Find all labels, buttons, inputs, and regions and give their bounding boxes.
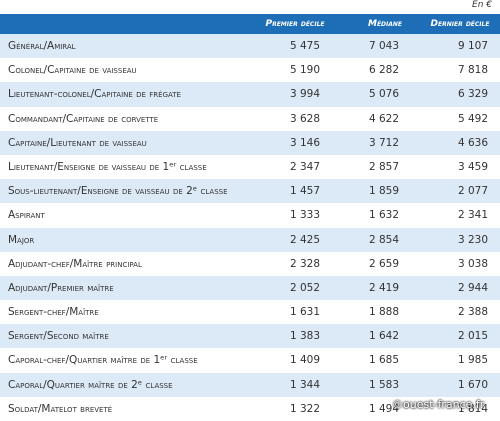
row-label: Sous-lieutenant/Enseigne de vaisseau de … [8,185,228,198]
table-row: Aspirant 1 333 1 632 2 341 [0,203,500,227]
value-cell: 3 712 [368,136,399,149]
row-label: Caporal-chef/Quartier maître de 1ᵉʳ clas… [8,354,198,367]
value-cell: 3 038 [457,257,488,270]
value-cell: 2 388 [457,306,488,319]
table-row: Général/Amiral 5 475 7 043 9 107 [0,34,500,59]
value-cell: 1 383 [289,330,320,343]
value-cell: 2 425 [289,233,320,246]
value-cell: 3 146 [289,136,320,149]
row-label: Adjudant-chef/Maître principal [8,257,142,270]
value-cell: 2 077 [457,185,488,198]
row-label: Lieutenant/Enseigne de vaisseau de 1ᵉʳ c… [8,160,207,173]
value-cell: 1 632 [368,209,399,222]
value-cell: 5 492 [457,112,488,125]
value-cell: 3 459 [457,160,488,173]
value-cell: 6 282 [368,64,399,77]
table-row: Lieutenant-colonel/Capitaine de frégate 3… [0,82,500,107]
value-cell: 1 344 [289,378,320,391]
table-row: Adjudant/Premier maître 2 052 2 419 2 944 [0,275,500,301]
row-label: Général/Amiral [8,40,76,52]
row-label: Sergent-chef/Maître [8,306,99,319]
unit-note: En € [472,0,492,10]
value-cell: 9 107 [457,40,488,52]
value-cell: 1 685 [368,354,399,367]
value-cell: 2 659 [368,257,399,270]
value-cell: 1 322 [289,402,320,415]
value-cell: 2 052 [289,281,320,294]
row-label: Adjudant/Premier maître [8,281,114,294]
value-cell: 4 636 [457,136,488,149]
value-cell: 1 888 [368,306,399,319]
watermark: ©ouest-france.fr [392,398,485,411]
value-cell: 5 475 [289,40,320,52]
row-label: Colonel/Capitaine de vaisseau [8,64,137,77]
value-cell: 3 230 [457,233,488,246]
value-cell: 1 494 [368,402,399,415]
value-cell: 1 457 [289,185,320,198]
table-row: Lieutenant/Enseigne de vaisseau de 1ᵉʳ c… [0,155,500,179]
row-label: Caporal/Quartier maître de 2ᵉ classe [8,378,173,391]
table-row: Soldat/Matelot breveté 1 322 1 494 1 814 [0,397,500,421]
value-cell: 2 328 [289,257,320,270]
table-row: Sergent-chef/Maître 1 631 1 888 2 388 [0,300,500,324]
table-row: Colonel/Capitaine de vaisseau 5 190 6 282 7… [0,58,500,82]
value-cell: 5 190 [289,64,320,77]
row-label: Capitaine/Lieutenant de vaisseau [8,136,147,149]
value-cell: 7 818 [457,64,488,77]
value-cell: 5 076 [368,88,399,101]
table-row: Adjudant-chef/Maître principal 2 328 2 659… [0,252,500,276]
value-cell: 1 985 [457,354,488,367]
table: Premier décile Médiane Dernier décile Génér… [0,14,500,421]
value-cell: 2 944 [457,281,488,294]
table-row: Capitaine/Lieutenant de vaisseau 3 146 3 7… [0,130,500,155]
header-cell: Médiane [367,19,403,29]
value-cell: 1 333 [289,209,320,222]
value-cell: 1 859 [368,185,399,198]
value-cell: 1 670 [457,378,488,391]
value-cell: 2 854 [368,233,399,246]
header-row: Premier décile Médiane Dernier décile [0,14,500,34]
row-label: Sergent/Second maître [8,330,109,343]
row-label: Lieutenant-colonel/Capitaine de frégate [8,88,181,101]
table-row: Sergent/Second maître 1 383 1 642 2 015 [0,324,500,349]
value-cell: 1 642 [368,330,399,343]
row-label: Commandant/Capitaine de corvette [8,112,159,125]
value-cell: 1 583 [368,378,399,391]
row-label: Soldat/Matelot breveté [8,402,113,415]
row-label: Major [8,233,35,246]
value-cell: 2 419 [368,281,399,294]
value-cell: 7 043 [368,40,399,52]
value-cell: 1 631 [289,306,320,319]
value-cell: 3 628 [289,112,320,125]
table-row: Caporal-chef/Quartier maître de 1ᵉʳ clas… [0,348,500,372]
value-cell: 2 347 [289,160,320,173]
table-row: Major 2 425 2 854 3 230 [0,227,500,252]
value-cell: 2 015 [457,330,488,343]
value-cell: 1 814 [457,402,488,415]
value-cell: 6 329 [457,88,488,101]
header-cell: Dernier décile [430,19,490,29]
value-cell: 2 857 [368,160,399,173]
value-cell: 2 341 [457,209,488,222]
table-row: Sous-lieutenant/Enseigne de vaisseau de … [0,179,500,204]
value-cell: 3 994 [289,88,320,101]
header-cell: Premier décile [265,19,325,29]
value-cell: 4 622 [368,112,399,125]
value-cell: 1 409 [289,354,320,367]
row-label: Aspirant [8,209,45,222]
table-row: Commandant/Capitaine de corvette 3 628 4 6… [0,107,500,131]
table-row: Caporal/Quartier maître de 2ᵉ classe 1 34… [0,372,500,397]
